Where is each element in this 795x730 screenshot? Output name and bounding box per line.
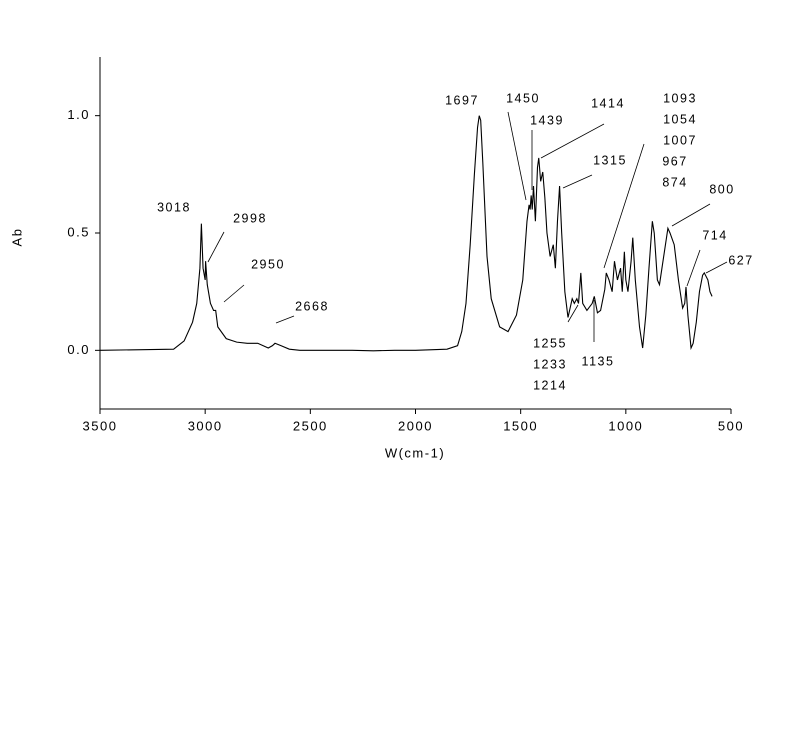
x-tick-label: 3000 [188, 418, 223, 433]
peak-annotation: 967 [662, 154, 687, 168]
peak-annotation: 3018 [157, 200, 191, 214]
peak-annotation: 1414 [591, 96, 625, 110]
peak-annotation: 1233 [533, 357, 567, 371]
peak-annotation: 2950 [251, 257, 285, 271]
x-tick-label: 2000 [398, 418, 433, 433]
x-tick-label: 3500 [83, 418, 118, 433]
leader-line [562, 174, 593, 189]
x-tick-label: 500 [718, 418, 744, 433]
leader-line [567, 304, 579, 323]
peak-annotation: 1093 [663, 91, 697, 105]
leader-line [671, 203, 711, 227]
peak-annotation: 2668 [295, 299, 329, 313]
peak-annotation: 1315 [593, 153, 627, 167]
peak-annotation: 1054 [663, 112, 697, 126]
leader-line [686, 249, 701, 287]
y-axis-label: Ab [9, 228, 24, 247]
peak-annotation: 1007 [663, 133, 697, 147]
x-tick-label: 1000 [608, 418, 643, 433]
y-tick-label: 1.0 [67, 107, 90, 122]
x-tick-label: 2500 [293, 418, 328, 433]
peak-annotation: 1439 [530, 113, 564, 127]
y-tick-label: 0.5 [67, 224, 90, 239]
leader-line [275, 315, 295, 324]
peak-annotation: 800 [709, 182, 734, 196]
peak-annotation: 2998 [233, 211, 267, 225]
leader-line [207, 231, 225, 263]
peak-annotation: 1450 [506, 91, 540, 105]
peak-annotation: 1255 [533, 336, 567, 350]
leader-line [223, 284, 245, 303]
peak-annotation: 1697 [445, 93, 479, 107]
peak-annotation: 1135 [582, 354, 615, 368]
peak-annotation: 627 [728, 253, 753, 267]
peak-annotation: 874 [662, 175, 687, 189]
leader-line [540, 123, 605, 159]
peak-annotation: 714 [702, 228, 727, 242]
x-tick-label: 1500 [503, 418, 538, 433]
peak-annotation: 1214 [533, 378, 567, 392]
leader-line [507, 111, 527, 201]
spectrum-line [99, 115, 713, 352]
y-tick-label: 0.0 [67, 342, 90, 357]
x-axis-label: W(cm-1) [385, 445, 445, 460]
leader-line [705, 261, 728, 274]
leader-line [603, 143, 645, 269]
